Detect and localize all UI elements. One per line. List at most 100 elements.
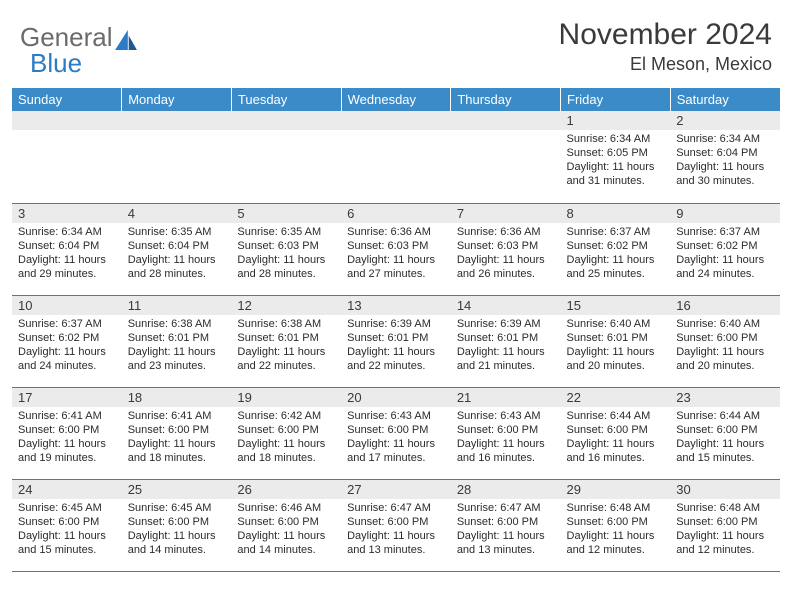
calendar-week-row: 24Sunrise: 6:45 AMSunset: 6:00 PMDayligh…	[12, 479, 780, 571]
logo-text-2: Blue	[30, 50, 137, 76]
day-details: Sunrise: 6:44 AMSunset: 6:00 PMDaylight:…	[561, 407, 671, 469]
day-number: 2	[670, 111, 780, 130]
day-details: Sunrise: 6:46 AMSunset: 6:00 PMDaylight:…	[231, 499, 341, 561]
calendar-cell: 3Sunrise: 6:34 AMSunset: 6:04 PMDaylight…	[12, 203, 122, 295]
day-details: Sunrise: 6:37 AMSunset: 6:02 PMDaylight:…	[561, 223, 671, 285]
weekday-header: Friday	[561, 88, 671, 111]
calendar-cell: 18Sunrise: 6:41 AMSunset: 6:00 PMDayligh…	[122, 387, 232, 479]
calendar-cell	[451, 111, 561, 203]
day-details: Sunrise: 6:47 AMSunset: 6:00 PMDaylight:…	[451, 499, 561, 561]
day-number: 7	[451, 204, 561, 223]
day-details: Sunrise: 6:34 AMSunset: 6:04 PMDaylight:…	[670, 130, 780, 192]
calendar-cell: 23Sunrise: 6:44 AMSunset: 6:00 PMDayligh…	[670, 387, 780, 479]
day-number: 9	[670, 204, 780, 223]
calendar-cell: 1Sunrise: 6:34 AMSunset: 6:05 PMDaylight…	[561, 111, 671, 203]
day-number: 28	[451, 480, 561, 499]
weekday-header: Thursday	[451, 88, 561, 111]
day-details: Sunrise: 6:34 AMSunset: 6:04 PMDaylight:…	[12, 223, 122, 285]
weekday-header: Saturday	[670, 88, 780, 111]
calendar-cell: 6Sunrise: 6:36 AMSunset: 6:03 PMDaylight…	[341, 203, 451, 295]
calendar-cell: 12Sunrise: 6:38 AMSunset: 6:01 PMDayligh…	[231, 295, 341, 387]
day-details: Sunrise: 6:34 AMSunset: 6:05 PMDaylight:…	[561, 130, 671, 192]
calendar-cell: 14Sunrise: 6:39 AMSunset: 6:01 PMDayligh…	[451, 295, 561, 387]
day-details: Sunrise: 6:39 AMSunset: 6:01 PMDaylight:…	[341, 315, 451, 377]
day-details: Sunrise: 6:37 AMSunset: 6:02 PMDaylight:…	[12, 315, 122, 377]
weekday-header: Tuesday	[231, 88, 341, 111]
calendar-cell: 27Sunrise: 6:47 AMSunset: 6:00 PMDayligh…	[341, 479, 451, 571]
calendar-week-row: 10Sunrise: 6:37 AMSunset: 6:02 PMDayligh…	[12, 295, 780, 387]
calendar-cell: 26Sunrise: 6:46 AMSunset: 6:00 PMDayligh…	[231, 479, 341, 571]
calendar-cell: 16Sunrise: 6:40 AMSunset: 6:00 PMDayligh…	[670, 295, 780, 387]
day-number: 16	[670, 296, 780, 315]
day-number: 25	[122, 480, 232, 499]
day-number	[12, 111, 122, 130]
calendar-cell: 22Sunrise: 6:44 AMSunset: 6:00 PMDayligh…	[561, 387, 671, 479]
weekday-header: Wednesday	[341, 88, 451, 111]
day-number: 12	[231, 296, 341, 315]
calendar-cell: 30Sunrise: 6:48 AMSunset: 6:00 PMDayligh…	[670, 479, 780, 571]
day-number: 21	[451, 388, 561, 407]
day-details: Sunrise: 6:45 AMSunset: 6:00 PMDaylight:…	[12, 499, 122, 561]
day-number: 15	[561, 296, 671, 315]
calendar-table: SundayMondayTuesdayWednesdayThursdayFrid…	[12, 88, 780, 572]
day-number: 14	[451, 296, 561, 315]
day-details: Sunrise: 6:39 AMSunset: 6:01 PMDaylight:…	[451, 315, 561, 377]
calendar-cell: 13Sunrise: 6:39 AMSunset: 6:01 PMDayligh…	[341, 295, 451, 387]
day-details: Sunrise: 6:36 AMSunset: 6:03 PMDaylight:…	[451, 223, 561, 285]
day-number: 22	[561, 388, 671, 407]
day-details: Sunrise: 6:41 AMSunset: 6:00 PMDaylight:…	[12, 407, 122, 469]
day-number	[341, 111, 451, 130]
day-details: Sunrise: 6:40 AMSunset: 6:00 PMDaylight:…	[670, 315, 780, 377]
day-number: 30	[670, 480, 780, 499]
day-number: 13	[341, 296, 451, 315]
logo-text-1: General	[20, 24, 113, 50]
day-details: Sunrise: 6:40 AMSunset: 6:01 PMDaylight:…	[561, 315, 671, 377]
calendar-cell: 10Sunrise: 6:37 AMSunset: 6:02 PMDayligh…	[12, 295, 122, 387]
day-details: Sunrise: 6:43 AMSunset: 6:00 PMDaylight:…	[451, 407, 561, 469]
day-details: Sunrise: 6:35 AMSunset: 6:03 PMDaylight:…	[231, 223, 341, 285]
day-number: 29	[561, 480, 671, 499]
day-number: 18	[122, 388, 232, 407]
calendar-cell: 15Sunrise: 6:40 AMSunset: 6:01 PMDayligh…	[561, 295, 671, 387]
weekday-header: Sunday	[12, 88, 122, 111]
day-details: Sunrise: 6:38 AMSunset: 6:01 PMDaylight:…	[122, 315, 232, 377]
day-number	[451, 111, 561, 130]
calendar-week-row: 1Sunrise: 6:34 AMSunset: 6:05 PMDaylight…	[12, 111, 780, 203]
calendar-cell: 29Sunrise: 6:48 AMSunset: 6:00 PMDayligh…	[561, 479, 671, 571]
day-details: Sunrise: 6:44 AMSunset: 6:00 PMDaylight:…	[670, 407, 780, 469]
day-number: 5	[231, 204, 341, 223]
calendar-week-row: 3Sunrise: 6:34 AMSunset: 6:04 PMDaylight…	[12, 203, 780, 295]
day-details: Sunrise: 6:45 AMSunset: 6:00 PMDaylight:…	[122, 499, 232, 561]
day-number: 17	[12, 388, 122, 407]
day-details: Sunrise: 6:41 AMSunset: 6:00 PMDaylight:…	[122, 407, 232, 469]
weekday-header: Monday	[122, 88, 232, 111]
day-number: 8	[561, 204, 671, 223]
day-number: 23	[670, 388, 780, 407]
calendar-cell: 4Sunrise: 6:35 AMSunset: 6:04 PMDaylight…	[122, 203, 232, 295]
day-number: 19	[231, 388, 341, 407]
calendar-cell	[122, 111, 232, 203]
day-details: Sunrise: 6:35 AMSunset: 6:04 PMDaylight:…	[122, 223, 232, 285]
day-number	[122, 111, 232, 130]
calendar-page: GeneralBlue November 2024 El Meson, Mexi…	[0, 0, 792, 612]
day-number: 4	[122, 204, 232, 223]
logo: GeneralBlue	[20, 24, 137, 76]
calendar-week-row: 17Sunrise: 6:41 AMSunset: 6:00 PMDayligh…	[12, 387, 780, 479]
day-number: 27	[341, 480, 451, 499]
calendar-cell: 24Sunrise: 6:45 AMSunset: 6:00 PMDayligh…	[12, 479, 122, 571]
logo-sail-icon	[115, 30, 137, 50]
day-details: Sunrise: 6:38 AMSunset: 6:01 PMDaylight:…	[231, 315, 341, 377]
calendar-cell: 19Sunrise: 6:42 AMSunset: 6:00 PMDayligh…	[231, 387, 341, 479]
calendar-cell: 21Sunrise: 6:43 AMSunset: 6:00 PMDayligh…	[451, 387, 561, 479]
calendar-cell: 9Sunrise: 6:37 AMSunset: 6:02 PMDaylight…	[670, 203, 780, 295]
day-details: Sunrise: 6:48 AMSunset: 6:00 PMDaylight:…	[561, 499, 671, 561]
calendar-cell: 7Sunrise: 6:36 AMSunset: 6:03 PMDaylight…	[451, 203, 561, 295]
calendar-cell	[341, 111, 451, 203]
day-number: 3	[12, 204, 122, 223]
header: GeneralBlue November 2024 El Meson, Mexi…	[12, 18, 780, 76]
day-number: 26	[231, 480, 341, 499]
day-details: Sunrise: 6:43 AMSunset: 6:00 PMDaylight:…	[341, 407, 451, 469]
day-details: Sunrise: 6:36 AMSunset: 6:03 PMDaylight:…	[341, 223, 451, 285]
calendar-body: 1Sunrise: 6:34 AMSunset: 6:05 PMDaylight…	[12, 111, 780, 571]
day-number	[231, 111, 341, 130]
